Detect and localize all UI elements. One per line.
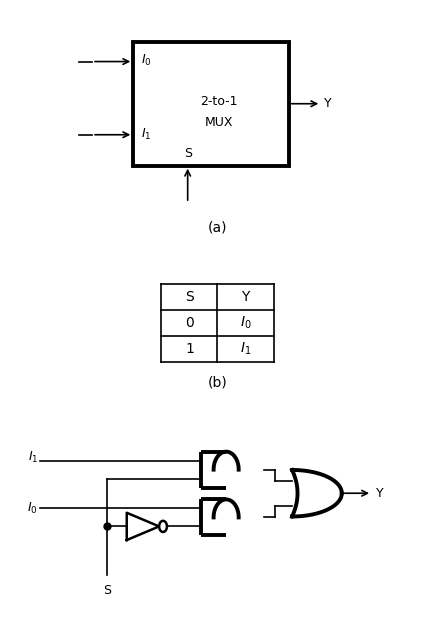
Text: S: S (103, 584, 111, 597)
Text: Y: Y (241, 290, 249, 303)
Text: $I_0$: $I_0$ (27, 501, 38, 516)
Text: Y: Y (323, 97, 331, 110)
Text: $I_0$: $I_0$ (239, 315, 251, 331)
Text: S: S (183, 146, 191, 159)
Text: 0: 0 (184, 316, 193, 330)
Text: (a): (a) (207, 221, 227, 234)
Circle shape (159, 521, 167, 532)
Text: 1: 1 (184, 341, 194, 356)
Text: $I_1$: $I_1$ (28, 450, 38, 465)
Bar (133, 42, 288, 166)
Text: $I_0$: $I_0$ (141, 53, 151, 68)
Text: S: S (184, 290, 193, 303)
Text: (b): (b) (207, 376, 227, 389)
Text: $I_1$: $I_1$ (240, 341, 251, 357)
Text: MUX: MUX (204, 116, 233, 129)
Text: $I_1$: $I_1$ (141, 127, 151, 142)
Text: Y: Y (375, 487, 382, 500)
Text: 2-to-1: 2-to-1 (200, 95, 237, 108)
